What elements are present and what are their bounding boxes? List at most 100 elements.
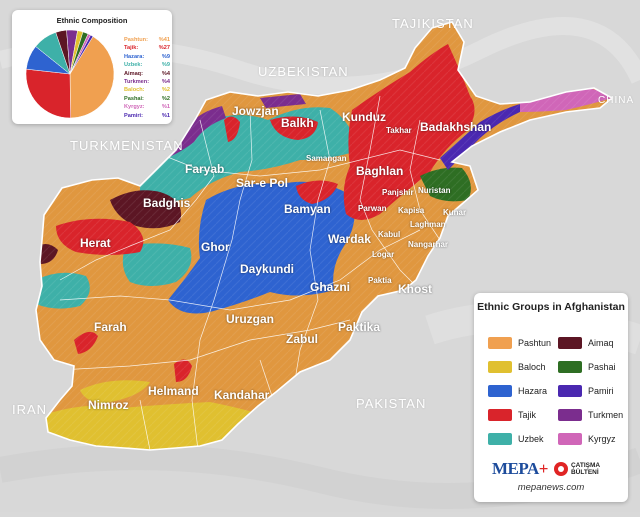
pie-slice-tajik [25, 68, 71, 119]
legend-label: Uzbek [518, 434, 544, 444]
pie-legend-row-hazara: Hazara: %9 [124, 53, 170, 61]
pie-legend-row-pashai: Pashai: %2 [124, 95, 170, 103]
pie-legend-name: Aimaq: [124, 70, 143, 77]
province-label-logar: Logar [372, 250, 395, 259]
country-label-iran: IRAN [12, 402, 48, 417]
legend-item-aimaq: Aimaq [558, 337, 614, 349]
legend-swatch [558, 337, 582, 349]
pie-legend-pct: %1 [161, 112, 170, 119]
province-label-sarepol: Sar-e Pol [236, 176, 289, 190]
pie-slice-pashtun [69, 36, 115, 119]
pie-legend-pct: %9 [161, 53, 170, 60]
afghanistan-border [35, 21, 614, 451]
legend-swatch [488, 337, 512, 349]
pie-legend-name: Kyrgyz: [124, 104, 145, 111]
province-label-kandahar: Kandahar [214, 388, 270, 402]
legend-label: Tajik [518, 410, 537, 420]
pie-legend-name: Pashai: [124, 95, 144, 102]
province-label-helmand: Helmand [148, 384, 199, 398]
province-label-balkh: Balkh [281, 116, 314, 130]
legend-swatch [558, 361, 582, 373]
pie-legend-name: Baloch: [124, 87, 145, 94]
legend-label: Aimaq [588, 338, 614, 348]
country-label-pakistan: PAKISTAN [356, 396, 427, 411]
pie-legend-pct: %27 [158, 45, 170, 52]
province-label-paktika: Paktika [338, 320, 381, 334]
province-label-herat: Herat [80, 236, 111, 250]
ethnic-composition-card: Ethnic Composition Pashtun: %41 Tajik: %27 H… [12, 10, 172, 124]
legend-label: Kyrgyz [588, 434, 616, 444]
legend-label: Pamiri [588, 386, 614, 396]
province-label-wardak: Wardak [328, 232, 371, 246]
pie-legend-row-baloch: Baloch: %2 [124, 86, 170, 94]
pie-legend-name: Pashtun: [124, 37, 148, 43]
pie-legend-row-kyrgyz: Kyrgyz: %1 [124, 103, 170, 111]
province-label-nuristan: Nuristan [418, 186, 451, 195]
province-label-khost: Khost [398, 282, 432, 296]
province-label-jowzjan: Jowzjan [232, 104, 279, 118]
catisma-logo-text: ÇATIŞMA BÜLTENİ [570, 462, 601, 476]
legend-swatch [558, 433, 582, 445]
legend-label: Pashtun [518, 338, 552, 348]
province-label-uruzgan: Uruzgan [226, 312, 274, 326]
pie-legend-row-pashtun: Pashtun: %41 [124, 36, 170, 44]
province-label-nimroz: Nimroz [88, 398, 129, 412]
legend-item-turkmen: Turkmen [558, 409, 623, 421]
legend-item-pashtun: Pashtun [488, 337, 551, 349]
legend-swatch [558, 385, 582, 397]
pie-title: Ethnic Composition [56, 16, 128, 25]
province-label-ghor: Ghor [201, 240, 230, 254]
province-label-zabul: Zabul [286, 332, 318, 346]
legend-item-hazara: Hazara [488, 385, 547, 397]
province-label-panjshir: Panjshir [382, 188, 414, 197]
pie-slice-pamiri [69, 34, 94, 75]
pie-legend-row-uzbek: Uzbek: %9 [124, 61, 170, 69]
pie-legend-name: Pamiri: [124, 112, 143, 119]
ethnic-composition-pie [25, 29, 115, 119]
province-label-farah: Farah [94, 320, 127, 334]
site-url: mepanews.com [517, 482, 585, 493]
pie-legend-name: Tajik: [124, 45, 139, 52]
pie-legend-row-turkmen: Turkmen: %4 [124, 78, 170, 86]
mepa-logo: MEPA+ [492, 459, 548, 478]
country-label-turkmenistan: TURKMENISTAN [70, 138, 184, 153]
pie-legend-pct: %1 [161, 104, 170, 111]
legend-swatch [488, 361, 512, 373]
province-label-faryab: Faryab [185, 162, 225, 176]
pie-legend-row-aimaq: Aimaq: %4 [124, 70, 170, 78]
pie-legend-pct: %2 [161, 87, 170, 94]
catisma-icon [553, 462, 568, 476]
legend-label: Hazara [518, 386, 548, 396]
province-label-paktia: Paktia [368, 276, 392, 285]
province-label-badakhshan: Badakhshan [420, 120, 492, 134]
legend-label: Turkmen [588, 410, 624, 420]
province-label-nangarhar: Nangarhar [408, 240, 449, 249]
country-label-uzbekistan: UZBEKISTAN [258, 64, 349, 79]
legend-label: Pashai [588, 362, 616, 372]
pie-legend: Pashtun: %41 Tajik: %27 Hazara: %9 Uzbek: %9 Aim… [124, 36, 170, 120]
legend-item-tajik: Tajik [488, 409, 536, 421]
province-label-kapisa: Kapisa [398, 206, 425, 215]
province-label-kunar: Kunar [443, 208, 467, 217]
ethnic-groups-legend: Ethnic Groups in Afghanistan Pashtun Aima… [474, 293, 628, 502]
province-label-badghis: Badghis [143, 196, 191, 210]
legend-swatch [488, 385, 512, 397]
province-label-daykundi: Daykundi [240, 262, 295, 276]
province-label-kunduz: Kunduz [342, 110, 386, 124]
legend-item-uzbek: Uzbek [488, 433, 544, 445]
legend-swatch [558, 409, 582, 421]
legend-swatch [488, 409, 512, 421]
pie-legend-name: Hazara: [124, 53, 145, 60]
pie-legend-pct: %41 [158, 37, 170, 43]
legend-item-baloch: Baloch [488, 361, 546, 373]
province-label-takhar: Takhar [386, 126, 412, 135]
pie-legend-pct: %2 [161, 95, 170, 102]
pie-legend-name: Turkmen: [124, 79, 150, 86]
legend-swatch [488, 433, 512, 445]
province-label-bamyan: Bamyan [284, 202, 331, 216]
country-label-china: CHINA [598, 95, 635, 106]
province-label-parwan: Parwan [358, 204, 387, 213]
pie-legend-pct: %4 [161, 70, 170, 77]
province-label-kabul: Kabul [378, 230, 401, 239]
legend-item-pamiri: Pamiri [558, 385, 614, 397]
